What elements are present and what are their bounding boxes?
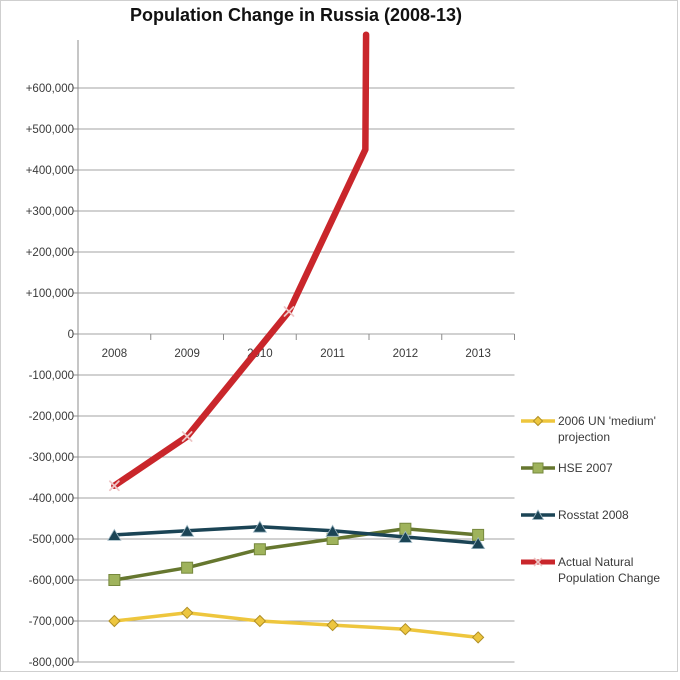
legend-label-actual-change: Actual Natural Population Change bbox=[558, 554, 660, 586]
square-marker bbox=[532, 462, 544, 474]
legend-label-rosstat-2008: Rosstat 2008 bbox=[558, 507, 629, 523]
y-axis-label: +300,000 bbox=[26, 206, 74, 218]
legend-text: Population Change bbox=[558, 571, 661, 585]
y-axis-label: -400,000 bbox=[29, 493, 74, 505]
triangle-marker bbox=[325, 524, 340, 537]
y-axis-label: -600,000 bbox=[29, 575, 74, 587]
x-axis-label: 2009 bbox=[174, 348, 200, 360]
diamond-marker bbox=[532, 415, 544, 427]
diamond-marker bbox=[108, 614, 121, 628]
legend-text: projection bbox=[558, 430, 611, 444]
legend-swatch-actual-change bbox=[521, 557, 555, 567]
square-marker bbox=[108, 574, 121, 586]
y-axis-label: -100,000 bbox=[29, 370, 74, 382]
triangle-marker bbox=[531, 509, 545, 520]
x-marker bbox=[283, 306, 295, 317]
legend-item-rosstat-2008: Rosstat 2008 bbox=[521, 507, 676, 523]
y-axis-label: -500,000 bbox=[29, 534, 74, 546]
series-line-rosstat-2008 bbox=[112, 524, 480, 545]
y-axis-label: -800,000 bbox=[29, 657, 74, 669]
y-axis-label: +500,000 bbox=[26, 124, 74, 136]
x-marker bbox=[533, 557, 543, 567]
legend-item-hse-2007: HSE 2007 bbox=[521, 460, 676, 476]
legend-swatch-un-projection bbox=[521, 415, 555, 427]
diamond-marker bbox=[471, 631, 485, 644]
x-axis-label: 2013 bbox=[465, 348, 491, 360]
legend-item-actual-change: Actual Natural Population Change bbox=[521, 554, 676, 586]
diamond-marker bbox=[326, 618, 339, 632]
y-axis-label: +600,000 bbox=[26, 83, 74, 95]
triangle-marker bbox=[252, 520, 268, 533]
x-axis-label: 2011 bbox=[320, 348, 345, 360]
legend-label-hse-2007: HSE 2007 bbox=[558, 460, 613, 476]
y-axis-label: -700,000 bbox=[29, 616, 74, 628]
y-axis-label: 0 bbox=[68, 329, 74, 341]
series-line-actual-natural-population-change bbox=[111, 31, 370, 489]
triangle-marker bbox=[398, 530, 413, 543]
series-line-2006-un-medium-projection bbox=[112, 611, 480, 640]
diamond-marker bbox=[180, 606, 194, 620]
square-marker bbox=[181, 561, 194, 574]
diamond-marker bbox=[399, 622, 412, 636]
legend-item-un-projection: 2006 UN 'medium' projection bbox=[521, 413, 676, 445]
legend-text: 2006 UN 'medium' bbox=[558, 414, 656, 428]
legend-label-un-projection: 2006 UN 'medium' projection bbox=[558, 413, 656, 445]
triangle-marker bbox=[179, 524, 195, 537]
y-axis-label: -200,000 bbox=[29, 411, 74, 423]
y-axis-label: +400,000 bbox=[26, 165, 74, 177]
legend-swatch-hse-2007 bbox=[521, 462, 555, 474]
triangle-marker bbox=[107, 528, 122, 541]
x-marker bbox=[108, 480, 120, 492]
x-axis-label: 2012 bbox=[393, 348, 419, 360]
x-marker bbox=[181, 431, 193, 442]
y-axis-label: +200,000 bbox=[26, 247, 74, 259]
legend-text: Actual Natural bbox=[558, 555, 634, 569]
diamond-marker bbox=[253, 614, 267, 628]
y-axis-label: -300,000 bbox=[29, 452, 74, 464]
triangle-marker bbox=[470, 536, 486, 549]
y-axis-label: +100,000 bbox=[26, 288, 74, 300]
legend-text: Rosstat 2008 bbox=[558, 508, 629, 522]
legend-swatch-rosstat-2008 bbox=[521, 509, 555, 520]
series-line-hse-2007 bbox=[112, 527, 480, 582]
x-axis-label: 2008 bbox=[102, 348, 128, 360]
square-marker bbox=[253, 543, 266, 556]
chart-title: Population Change in Russia (2008-13) bbox=[129, 5, 463, 25]
legend-text: HSE 2007 bbox=[558, 461, 613, 475]
